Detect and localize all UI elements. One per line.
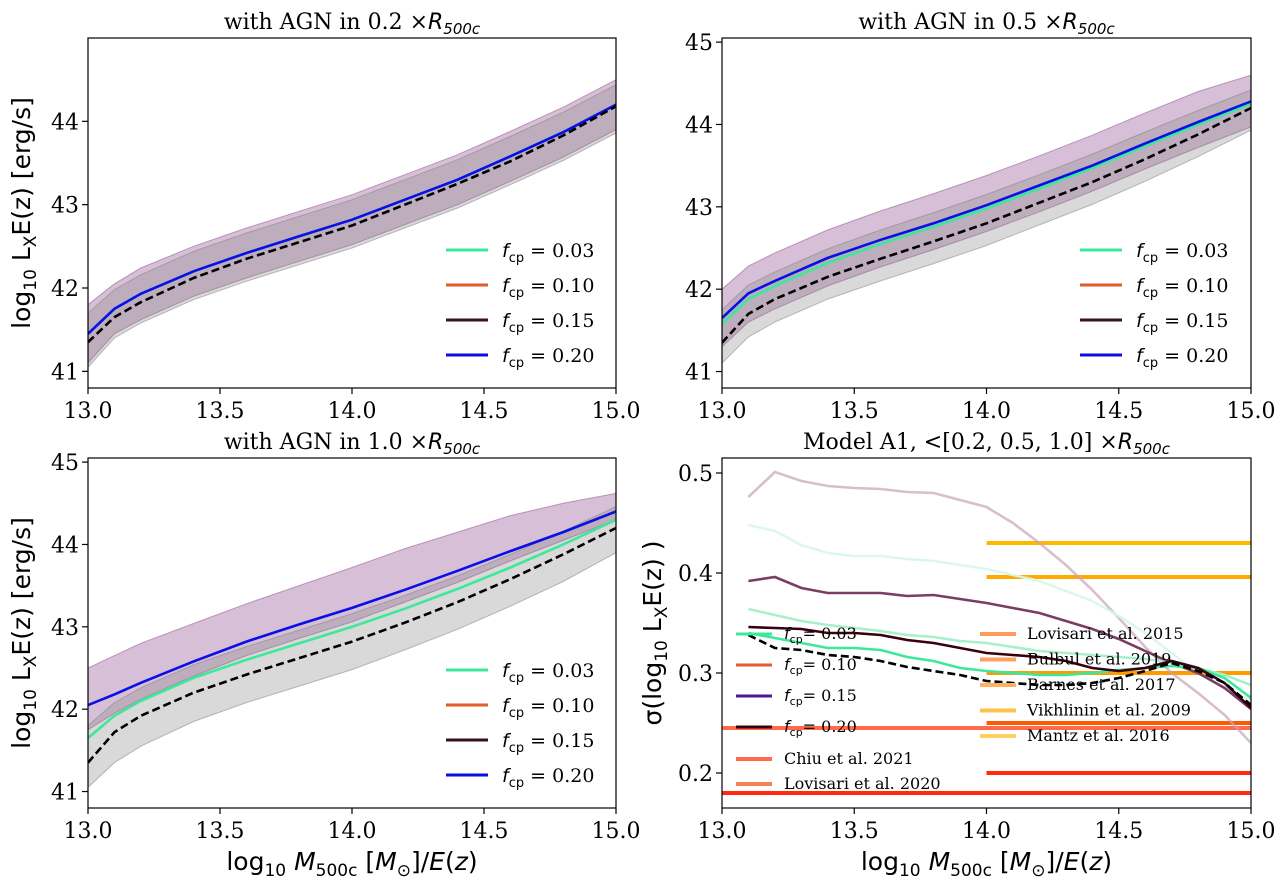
y-tick-label: 44: [51, 533, 79, 558]
legend-label: fcp= 0.03: [784, 624, 857, 646]
x-tick-label: 15.0: [1227, 399, 1276, 424]
x-axis-label: log10 M500c [M⊙]/E(z): [861, 847, 1112, 881]
scatter-band-1: [88, 79, 616, 364]
legend-label: Vikhlinin et al. 2009: [1026, 701, 1191, 720]
y-tick-label: 44: [685, 113, 713, 138]
y-axis-label: σ(log10 LXE(z) ): [638, 540, 672, 725]
y-tick-label: 0.3: [678, 662, 713, 687]
series-line-5: [748, 631, 1251, 700]
series-line-2: [748, 523, 1251, 703]
series-line-7: [747, 633, 1251, 706]
y-tick-label: 41: [685, 361, 713, 386]
series-line-3: [88, 526, 616, 764]
x-tick-label: 14.5: [460, 819, 509, 844]
panel-title: Model A1, <[0.2, 0.5, 1.0] ×R500c: [803, 430, 1171, 458]
legend-label: Lovisari et al. 2015: [1027, 624, 1184, 643]
plot-area: [88, 492, 616, 789]
y-tick-label: 42: [685, 278, 713, 303]
x-tick-label: 14.0: [962, 399, 1011, 424]
y-tick-label: 44: [51, 110, 79, 135]
series-line-1: [88, 518, 616, 739]
y-tick-label: 41: [51, 781, 79, 806]
panel-3: 13.0 13.5 14.0 14.5 15.0 41 42 43 44 45 with AGN i…: [7, 430, 640, 881]
y-tick-label: 43: [51, 194, 79, 219]
plot-area: [722, 470, 1251, 795]
y-axis-label: log10 LXE(z) [erg/s]: [7, 517, 41, 749]
panel-title: with AGN in 0.2 ×R500c: [224, 10, 481, 38]
y-tick-label: 45: [51, 451, 79, 476]
panel-title: with AGN in 0.5 ×R500c: [858, 10, 1115, 38]
legend-label: fcp = 0.15: [502, 730, 594, 756]
y-tick-label: 0.4: [678, 562, 713, 587]
x-tick-label: 15.0: [592, 819, 641, 844]
x-tick-label: 14.0: [328, 399, 377, 424]
x-tick-label: 13.5: [196, 819, 245, 844]
legend: fcp = 0.03 fcp = 0.10 fcp = 0.15 fcp = 0.20: [1080, 240, 1228, 371]
x-tick-label: 13.0: [64, 399, 113, 424]
legend: fcp = 0.03 fcp = 0.10 fcp = 0.15 fcp = 0.20: [446, 240, 594, 371]
legend-label: fcp = 0.10: [502, 275, 594, 301]
legend: fcp = 0.03 fcp = 0.10 fcp = 0.15 fcp = 0.20: [446, 660, 594, 791]
legend-label: Mantz et al. 2016: [1027, 726, 1170, 745]
legend-label: fcp = 0.20: [1136, 345, 1228, 371]
x-tick-label: 15.0: [592, 399, 641, 424]
series-line-2: [722, 100, 1251, 319]
plot-area: [88, 79, 616, 368]
legend-label: Lovisari et al. 2020: [784, 774, 941, 793]
legend-label: fcp= 0.15: [784, 686, 857, 708]
plot-area: [722, 74, 1251, 365]
x-tick-label: 14.5: [460, 399, 509, 424]
y-tick-label: 45: [685, 31, 713, 56]
legend-label: Barnes et al. 2017: [1027, 675, 1176, 694]
x-tick-label: 13.5: [196, 399, 245, 424]
x-tick-label: 13.0: [698, 819, 747, 844]
legend-label: Chiu et al. 2021: [784, 749, 914, 768]
series-line-3: [88, 105, 616, 344]
legend-label: fcp= 0.20: [784, 717, 857, 739]
series-line-3: [722, 106, 1251, 344]
x-tick-label: 13.0: [64, 819, 113, 844]
legend-label: fcp = 0.20: [502, 345, 594, 371]
y-tick-label: 43: [51, 616, 79, 641]
legend-label: fcp = 0.03: [502, 240, 594, 266]
x-tick-label: 14.0: [328, 819, 377, 844]
x-tick-label: 14.5: [1094, 399, 1143, 424]
legend-label: fcp = 0.10: [1136, 275, 1228, 301]
y-tick-label: 42: [51, 698, 79, 723]
x-tick-label: 14.0: [962, 819, 1011, 844]
x-tick-label: 13.5: [830, 819, 879, 844]
x-tick-label: 15.0: [1227, 819, 1276, 844]
x-tick-label: 14.5: [1094, 819, 1143, 844]
legend-label: fcp = 0.15: [1136, 310, 1228, 336]
y-tick-label: 0.2: [678, 762, 713, 787]
legend-label: fcp = 0.20: [502, 765, 594, 791]
y-tick-label: 41: [51, 360, 79, 385]
x-axis-label: log10 M500c [M⊙]/E(z): [226, 847, 477, 881]
y-tick-label: 42: [51, 277, 79, 302]
panel-title: with AGN in 1.0 ×R500c: [224, 430, 481, 458]
legend: fcp= 0.03 fcp= 0.10 fcp= 0.15 fcp= 0.20 Chiu…: [736, 624, 1191, 793]
panel-4: 13.0 13.5 14.0 14.5 15.0 0.2 0.3 0.4 0.5 Model A1…: [638, 430, 1275, 881]
y-tick-label: 0.5: [678, 462, 713, 487]
x-tick-label: 13.0: [698, 399, 747, 424]
scatter-band-1: [88, 492, 616, 731]
legend-label: fcp = 0.03: [502, 660, 594, 686]
series-line-2: [88, 103, 616, 335]
y-axis-label: log10 LXE(z) [erg/s]: [7, 97, 41, 329]
panel-1: 13.0 13.5 14.0 14.5 15.0 41 42 43 44 with AGN in …: [7, 10, 640, 424]
series-line-1: [722, 102, 1251, 325]
series-line-2: [88, 510, 616, 707]
legend-label: Bulbul et al. 2019: [1027, 650, 1171, 669]
series-line-6: [748, 625, 1251, 709]
panel-2: 13.0 13.5 14.0 14.5 15.0 41 42 43 44 45 with AGN i…: [685, 10, 1275, 424]
legend-label: fcp = 0.10: [502, 695, 594, 721]
y-tick-label: 43: [685, 196, 713, 221]
series-line-1: [747, 470, 1251, 744]
legend-label: fcp = 0.03: [1136, 240, 1228, 266]
x-tick-label: 13.5: [830, 399, 879, 424]
legend-label: fcp= 0.10: [784, 655, 857, 677]
legend-label: fcp = 0.15: [502, 310, 594, 336]
